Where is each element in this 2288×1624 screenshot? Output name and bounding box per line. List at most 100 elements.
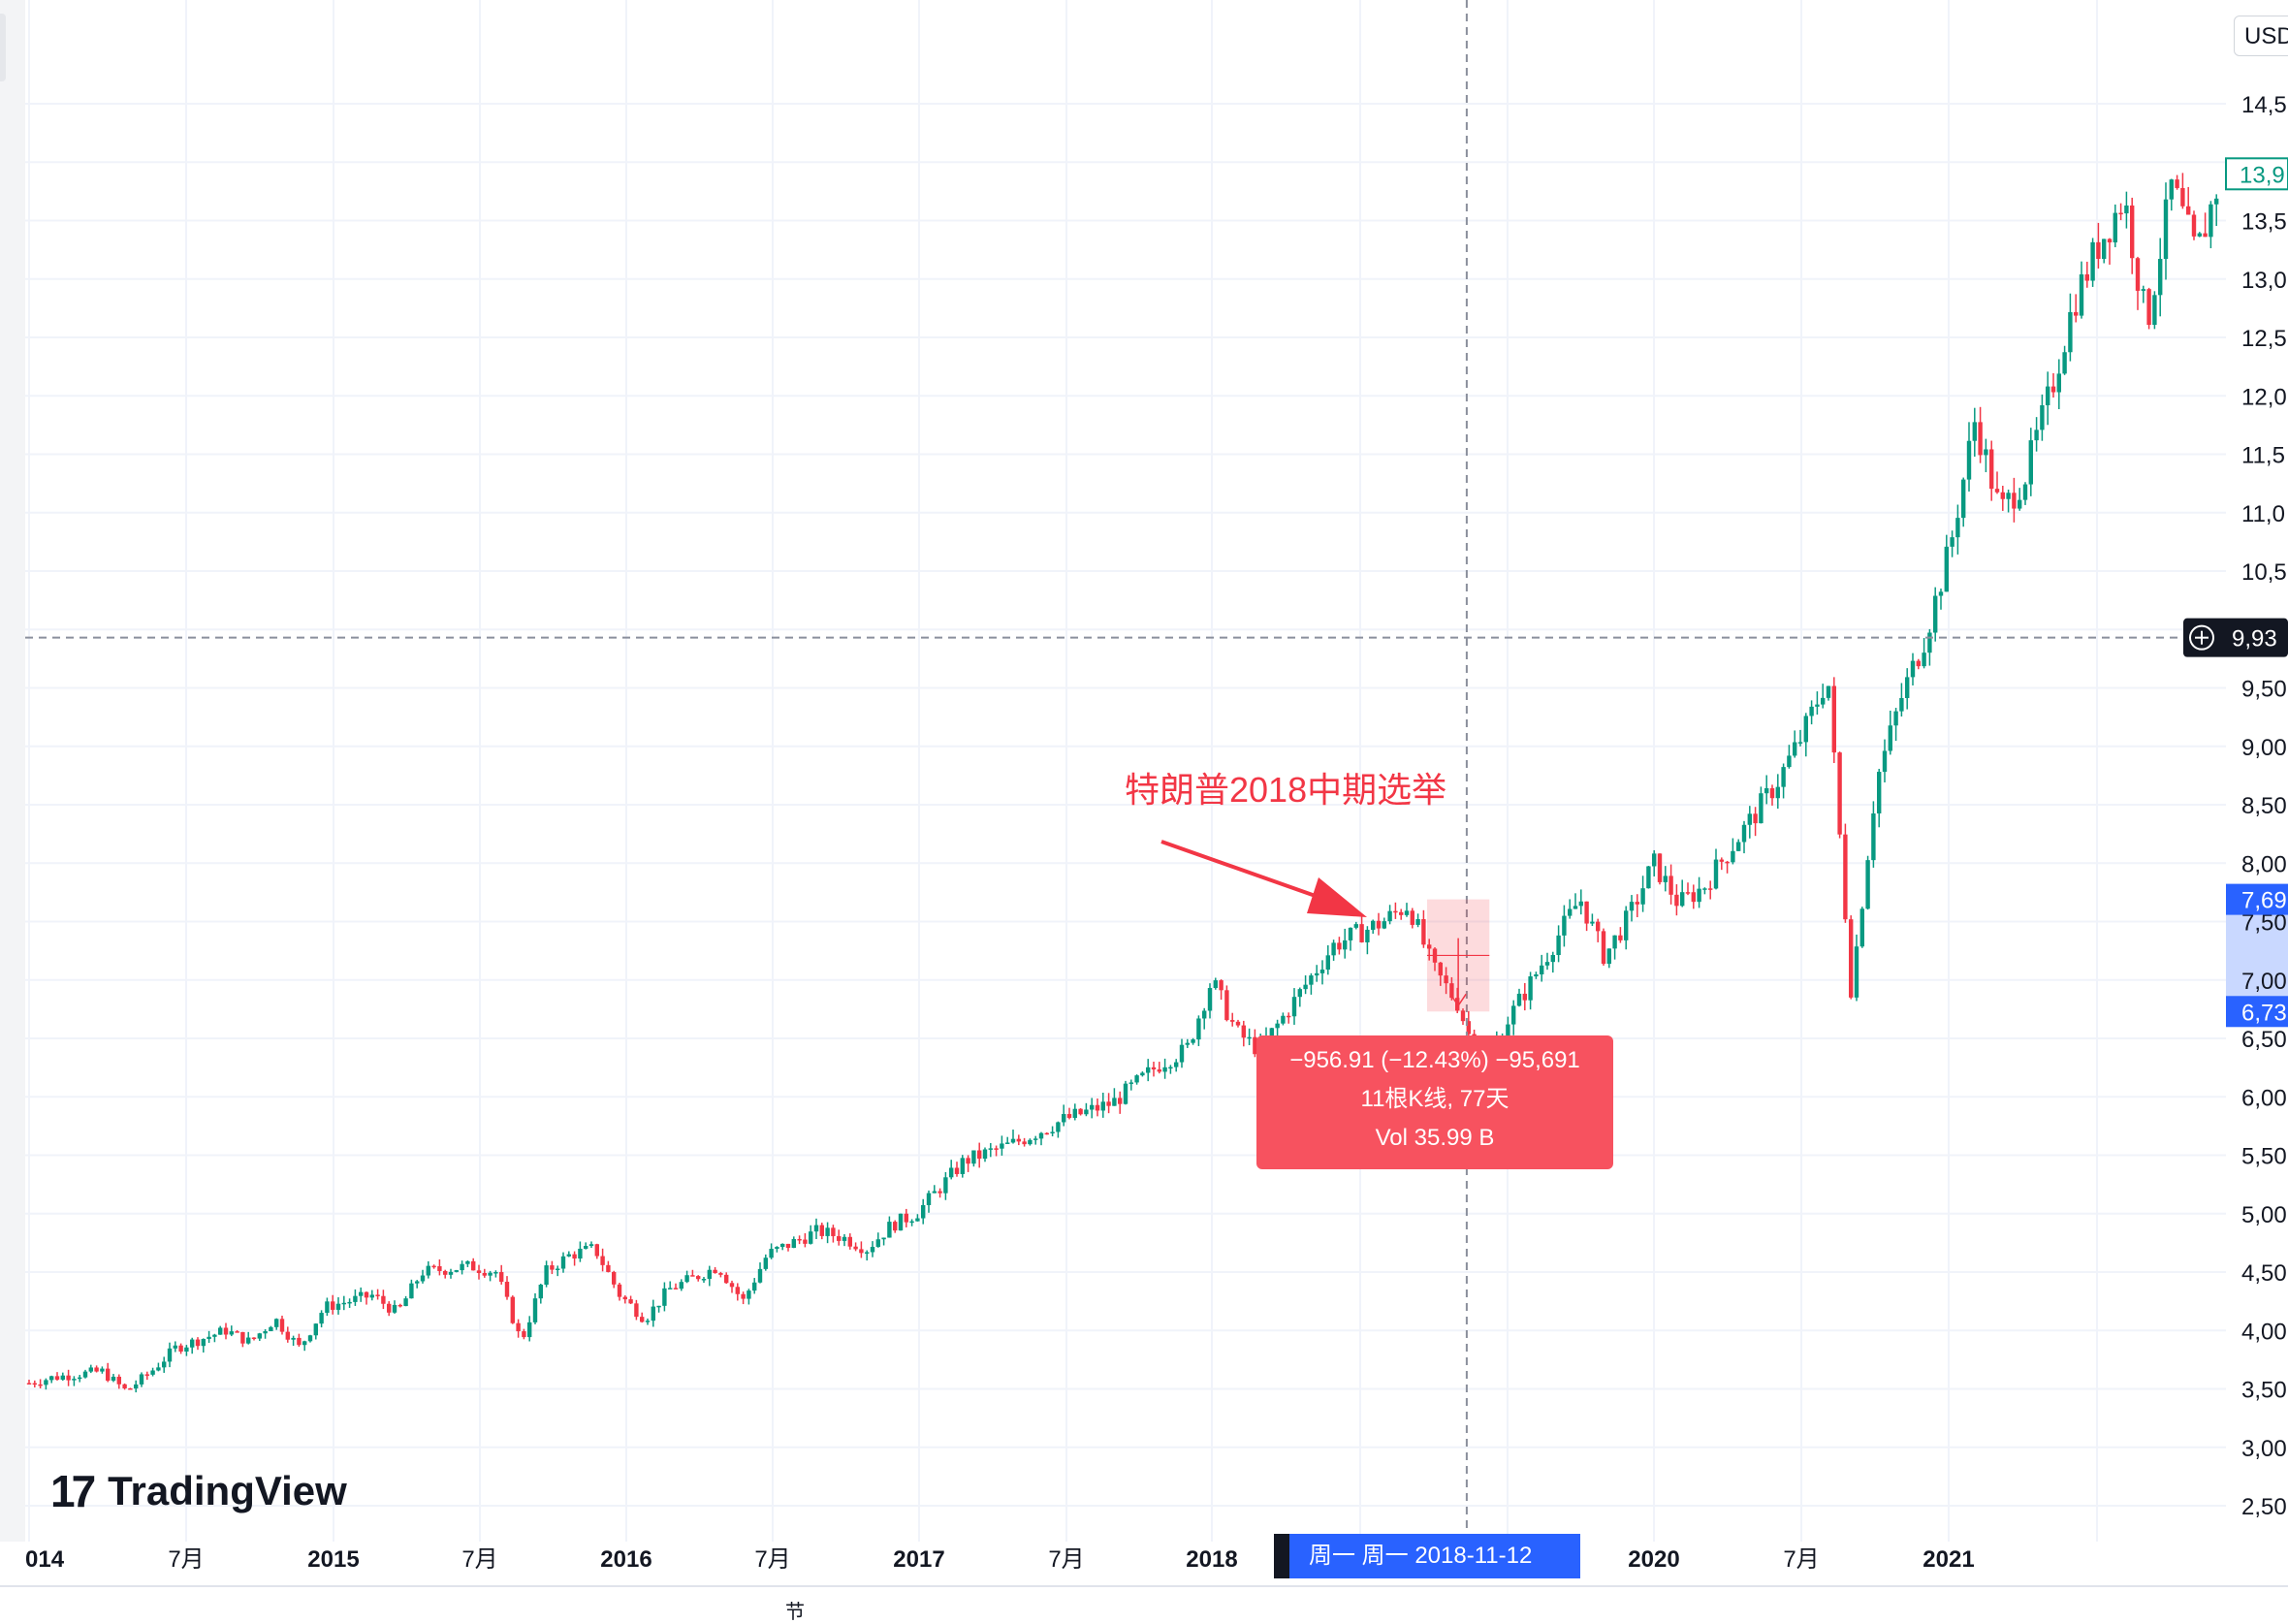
candle-body — [1146, 1067, 1151, 1073]
candle-body — [1680, 892, 1685, 907]
candle-body — [2028, 440, 2033, 485]
candle-body — [1382, 921, 1386, 929]
candle-body — [66, 1375, 71, 1381]
candle-body — [588, 1244, 594, 1246]
price-tick-label: 9,50 — [2241, 677, 2287, 703]
candle-body — [668, 1288, 673, 1290]
candle-body — [2090, 241, 2095, 281]
candle-body — [2034, 430, 2039, 441]
candle-body — [1540, 965, 1544, 974]
candle-body — [1287, 1015, 1291, 1018]
price-axis-bg — [2226, 0, 2288, 1580]
price-tick-label: 11,0 — [2241, 501, 2285, 527]
candle-body — [1090, 1104, 1095, 1110]
candle-body — [2068, 311, 2073, 353]
candle-body — [954, 1167, 960, 1174]
candle-body — [49, 1376, 54, 1381]
candle-body — [78, 1377, 82, 1380]
candle-body — [1719, 859, 1724, 862]
candle-body — [1994, 489, 2000, 493]
current-price-tag — [2225, 157, 2288, 191]
measure-change: −956.91 (−12.43%) −95,691 — [1289, 1047, 1580, 1073]
candle-body — [1444, 975, 1448, 984]
candle-body — [167, 1348, 173, 1362]
candle-body — [60, 1375, 65, 1380]
candle-body — [2158, 259, 2163, 296]
crosshair-date-label-edge — [1274, 1534, 1289, 1578]
candle-body — [111, 1376, 116, 1381]
range-bottom-price-label-bg — [2226, 996, 2288, 1028]
candle-body — [1534, 973, 1539, 977]
candle-body — [538, 1285, 543, 1299]
candle-body — [173, 1345, 177, 1349]
candle-body — [128, 1387, 133, 1390]
candle-body — [1859, 908, 1864, 947]
range-top-price-label: 7,69 — [2241, 888, 2287, 914]
candle-body — [1016, 1138, 1021, 1142]
time-tick-label: 2017 — [893, 1546, 944, 1573]
candle-body — [1315, 972, 1319, 976]
candle-body — [797, 1238, 802, 1241]
candle-body — [960, 1158, 965, 1174]
candle-body — [971, 1150, 976, 1164]
time-tick-label: 2020 — [1628, 1546, 1679, 1573]
left-toolbar-tab[interactable] — [0, 14, 6, 81]
candle-body — [566, 1254, 571, 1257]
candle-body — [223, 1327, 229, 1335]
candle-body — [1185, 1042, 1190, 1045]
candle-body — [904, 1213, 908, 1223]
candle-body — [1106, 1101, 1111, 1106]
candle-body — [813, 1225, 819, 1232]
candle-body — [1713, 859, 1719, 889]
candle-body — [853, 1246, 858, 1250]
candle-body — [313, 1323, 318, 1336]
candle-body — [662, 1288, 667, 1306]
price-tick-label: 7,00 — [2241, 969, 2287, 995]
candle-body — [713, 1269, 717, 1274]
candle-body — [54, 1376, 60, 1380]
candle-body — [645, 1321, 651, 1322]
candle-body — [1966, 440, 1972, 480]
candle-body — [881, 1237, 886, 1240]
candle-body — [1905, 677, 1910, 698]
measure-arrow-head — [1449, 993, 1467, 1007]
candle-body — [1882, 750, 1888, 773]
candle-body — [134, 1384, 139, 1389]
candle-body — [1888, 725, 1892, 751]
candle-body — [1877, 772, 1882, 813]
candle-body — [622, 1296, 627, 1300]
candle-body — [331, 1301, 335, 1310]
candle-body — [1399, 911, 1404, 915]
range-top-price-label-bg — [2226, 883, 2288, 915]
candle-body — [1741, 824, 1747, 843]
candle-body — [1910, 660, 1916, 678]
election-annotation[interactable]: 特朗普2018中期选举 — [1125, 770, 1447, 810]
candle-body — [1831, 685, 1836, 753]
candle-body — [1854, 946, 1859, 998]
candle-body — [1584, 901, 1589, 924]
chart-overlay — [25, 0, 2226, 1542]
candle-body — [2124, 205, 2129, 214]
candle-body — [1573, 906, 1578, 909]
candle-body — [679, 1282, 683, 1290]
candle-body — [898, 1213, 904, 1231]
annotation-arrow-head — [1307, 877, 1367, 917]
candle-body — [510, 1296, 515, 1323]
candle-body — [718, 1273, 723, 1275]
candle-body — [578, 1248, 583, 1259]
candle-body — [1297, 989, 1302, 998]
candle-body — [803, 1239, 808, 1244]
candle-body — [178, 1345, 183, 1353]
candle-body — [1797, 742, 1803, 744]
currency-selector[interactable]: USD — [2234, 16, 2288, 56]
candle-body — [1568, 908, 1573, 916]
candle-body — [1427, 944, 1432, 949]
candle-body — [1606, 948, 1611, 965]
candle-body — [1219, 980, 1223, 991]
candle-body — [1140, 1072, 1145, 1076]
candle-body — [482, 1272, 487, 1276]
candle-body — [190, 1339, 195, 1348]
candle-body — [195, 1339, 201, 1347]
candle-body — [2197, 233, 2202, 237]
